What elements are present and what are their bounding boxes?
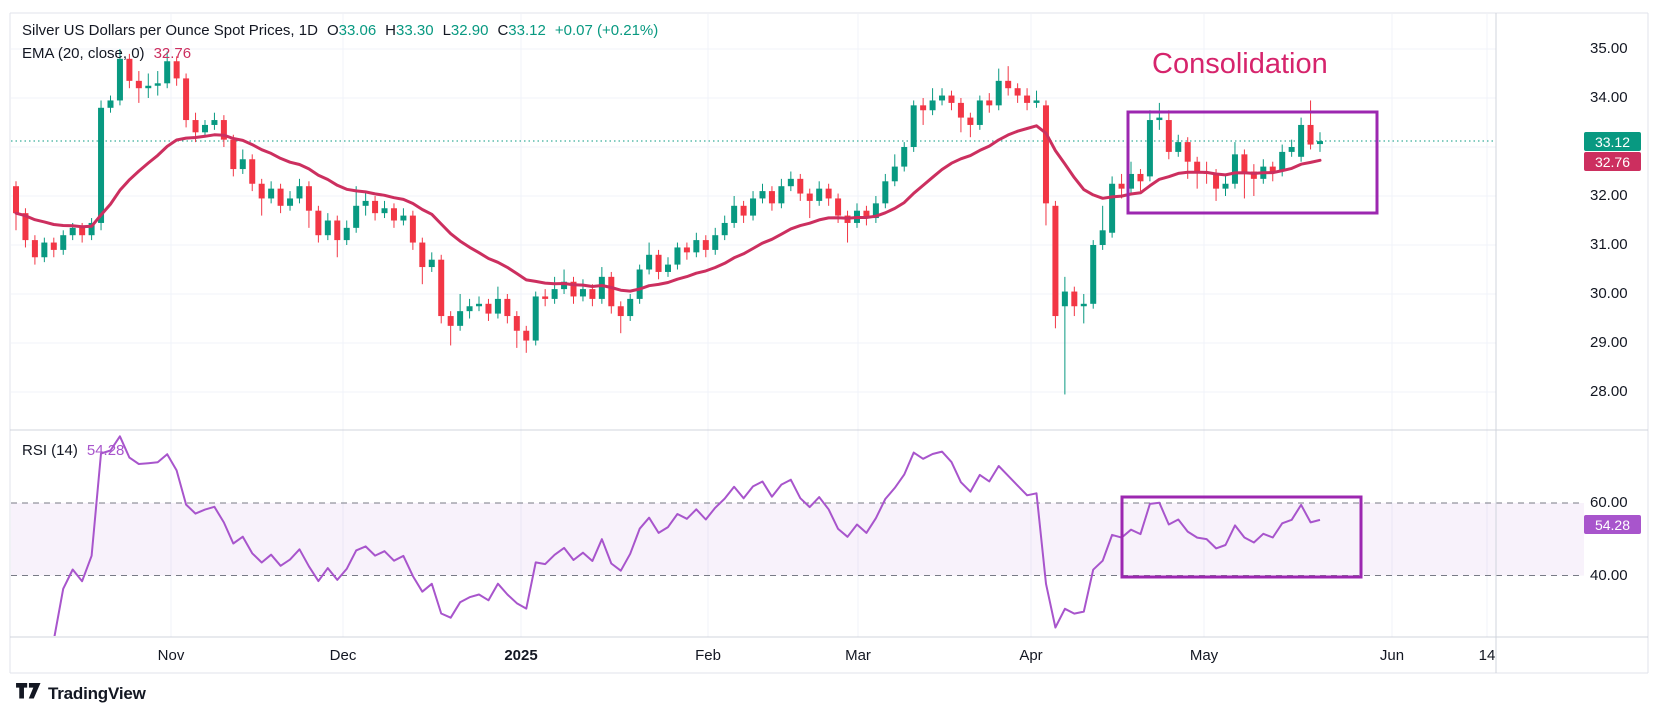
- consolidation-box[interactable]: [1126, 110, 1379, 215]
- time-axis-label: Jun: [1379, 647, 1405, 664]
- ema-legend[interactable]: EMA (20, close, 0) 32.76: [22, 45, 191, 62]
- tradingview-logo[interactable]: TradingView: [16, 683, 146, 704]
- ema-price-badge: 32.76: [1584, 152, 1641, 171]
- time-axis-label: Dec: [329, 647, 357, 664]
- tradingview-logo-icon: [16, 683, 41, 704]
- low-label: L: [442, 22, 451, 39]
- tradingview-logo-text: TradingView: [48, 683, 146, 703]
- open-value: 33.06: [338, 22, 377, 39]
- high-value: 33.30: [396, 22, 434, 39]
- rsi-value: 54.28: [86, 442, 125, 459]
- change-value: +0.07 (+0.21%): [554, 22, 659, 39]
- open-label: O: [326, 22, 339, 39]
- last-price-badge: 33.12: [1584, 132, 1641, 151]
- symbol-legend[interactable]: Silver US Dollars per Ounce Spot Prices,…: [22, 22, 658, 39]
- rsi-consolidation-box[interactable]: [1120, 495, 1363, 579]
- price-axis-label: 29.00: [1590, 334, 1628, 351]
- price-axis-label: 30.00: [1590, 285, 1628, 302]
- consolidation-annotation[interactable]: Consolidation: [1152, 48, 1328, 80]
- symbol-title: Silver US Dollars per Ounce Spot Prices,…: [22, 22, 318, 39]
- rsi-legend[interactable]: RSI (14) 54.28: [22, 442, 124, 459]
- high-label: H: [385, 22, 397, 39]
- time-scale[interactable]: [10, 637, 1496, 673]
- low-value: 32.90: [450, 22, 489, 39]
- time-axis-label: 2025: [504, 647, 538, 664]
- time-axis-label: May: [1189, 647, 1219, 664]
- price-axis-label: 34.00: [1590, 89, 1628, 106]
- time-axis-label: 14: [1478, 647, 1496, 664]
- rsi-name: RSI (14): [22, 442, 78, 459]
- ema-value: 32.76: [153, 45, 192, 62]
- ema-line: [14, 124, 1322, 293]
- time-axis-label: Nov: [157, 647, 185, 664]
- price-axis-label: 32.00: [1590, 187, 1628, 204]
- pane-separators: [10, 13, 1648, 673]
- ema-name: EMA (20, close, 0): [22, 45, 145, 62]
- close-value: 33.12: [508, 22, 546, 39]
- rsi-line: [53, 435, 1321, 636]
- rsi-axis-label: 40.00: [1590, 566, 1628, 584]
- widget-frame: [9, 12, 1649, 674]
- price-axis-label: 31.00: [1590, 236, 1628, 253]
- rsi-value-badge: 54.28: [1584, 515, 1641, 534]
- time-axis-label: Feb: [695, 647, 721, 664]
- time-axis-label: Mar: [845, 647, 871, 664]
- rsi-axis-label: 60.00: [1590, 494, 1628, 511]
- price-scale[interactable]: [1496, 13, 1648, 637]
- close-label: C: [497, 22, 509, 39]
- price-axis-label: 35.00: [1590, 40, 1628, 57]
- rsi-band: [11, 503, 1584, 576]
- time-axis-label: Apr: [1019, 647, 1043, 664]
- price-axis-label: 28.00: [1590, 383, 1628, 400]
- rsi-pane[interactable]: [10, 430, 1496, 637]
